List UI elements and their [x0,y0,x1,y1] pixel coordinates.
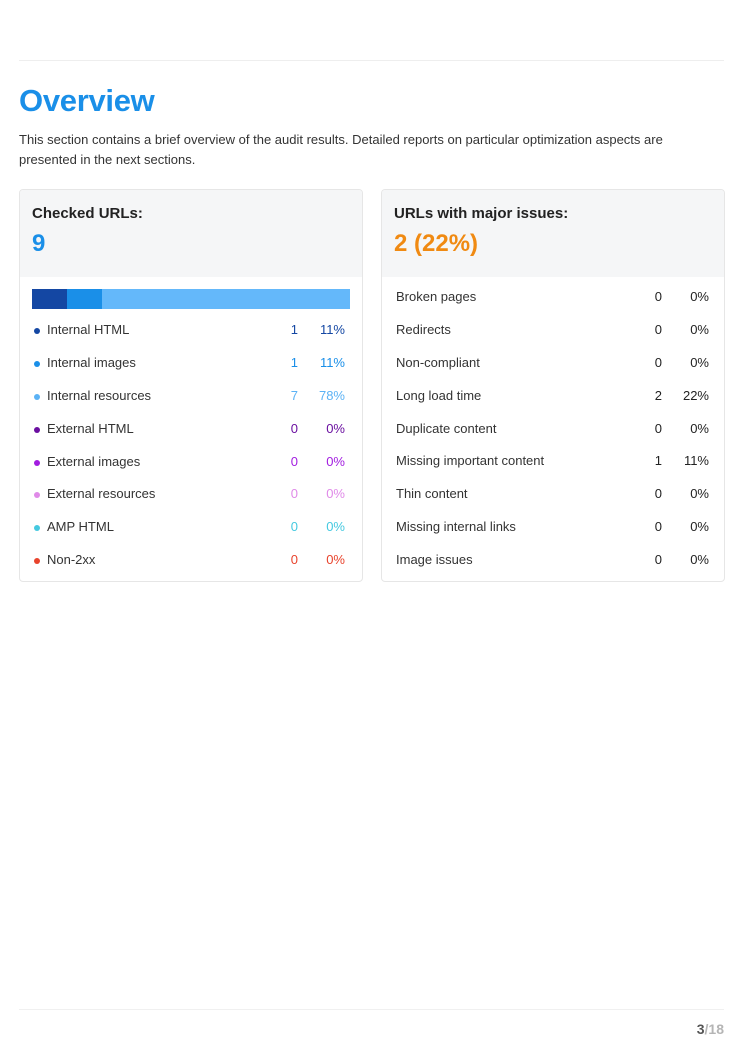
url-type-count: 0 [291,446,298,479]
url-type-row: External resources 0 0% [20,478,362,511]
url-type-percent: 0% [326,413,345,446]
checked-urls-header: Checked URLs: 9 [20,190,362,277]
issue-label: Non-compliant [396,347,480,380]
url-type-list: Internal HTML 1 11% Internal images 1 11% Inte… [20,314,362,577]
legend-dot-icon [34,460,40,466]
bottom-divider [19,1009,724,1010]
url-type-label: External resources [47,478,155,511]
url-type-row: Non-2xx 0 0% [20,544,362,577]
url-type-percent: 0% [326,511,345,544]
url-type-row: AMP HTML 0 0% [20,511,362,544]
issue-row: Redirects 0 0% [382,314,724,347]
issue-percent: 0% [690,478,709,511]
legend-dot-icon [34,361,40,367]
issue-label: Broken pages [396,281,476,314]
major-issues-card: URLs with major issues: 2 (22%) Broken p… [381,189,725,582]
url-type-percent: 11% [320,347,345,380]
url-type-stacked-bar [32,289,350,309]
issue-row: Broken pages 0 0% [382,281,724,314]
issue-label: Duplicate content [396,413,496,446]
issue-percent: 11% [684,445,709,478]
url-type-count: 0 [291,413,298,446]
major-issues-label: URLs with major issues: [394,204,712,224]
url-type-label: Non-2xx [47,544,95,577]
issue-row: Missing important content 1 11% [382,445,724,478]
issue-label: Image issues [396,544,473,577]
url-type-count: 7 [291,380,298,413]
issue-percent: 0% [690,413,709,446]
issue-row: Missing internal links 0 0% [382,511,724,544]
issue-row: Long load time 2 22% [382,380,724,413]
issue-label: Missing important content [396,445,544,478]
issue-count: 0 [655,347,662,380]
url-type-count: 0 [291,478,298,511]
stacked-bar-segment [102,289,350,309]
url-type-count: 1 [291,314,298,347]
issue-row: Non-compliant 0 0% [382,347,724,380]
url-type-row: External images 0 0% [20,446,362,479]
issue-percent: 22% [683,380,709,413]
issue-percent: 0% [690,281,709,314]
issue-count: 0 [655,511,662,544]
issue-label: Thin content [396,478,468,511]
checked-urls-value: 9 [32,229,350,259]
checked-urls-label: Checked URLs: [32,204,350,224]
issue-count: 0 [655,544,662,577]
url-type-count: 0 [291,544,298,577]
page-number: 3/18 [697,1021,724,1037]
intro-text: This section contains a brief overview o… [19,130,719,169]
url-type-label: Internal HTML [47,314,129,347]
issue-count: 0 [655,281,662,314]
issue-percent: 0% [690,511,709,544]
url-type-label: Internal resources [47,380,151,413]
major-issues-value: 2 (22%) [394,229,712,259]
url-type-percent: 78% [319,380,345,413]
url-type-row: Internal images 1 11% [20,347,362,380]
issue-row: Thin content 0 0% [382,478,724,511]
url-type-percent: 11% [320,314,345,347]
major-issues-header: URLs with major issues: 2 (22%) [382,190,724,277]
issue-count: 0 [655,314,662,347]
page-current: 3 [697,1021,705,1037]
top-divider [19,60,724,61]
page-total: /18 [705,1021,724,1037]
issue-count: 2 [655,380,662,413]
legend-dot-icon [34,394,40,400]
issue-count: 1 [655,445,662,478]
url-type-count: 1 [291,347,298,380]
url-type-row: Internal HTML 1 11% [20,314,362,347]
stacked-bar-segment [32,289,67,309]
checked-urls-card: Checked URLs: 9 Internal HTML 1 11% Interna… [19,189,363,582]
issue-percent: 0% [690,544,709,577]
issue-count: 0 [655,478,662,511]
url-type-percent: 0% [326,446,345,479]
issue-list: Broken pages 0 0% Redirects 0 0% Non-compliant… [382,281,724,577]
issue-label: Redirects [396,314,451,347]
url-type-label: AMP HTML [47,511,114,544]
url-type-label: External HTML [47,413,134,446]
legend-dot-icon [34,525,40,531]
page-title: Overview [19,82,154,120]
issue-percent: 0% [690,347,709,380]
url-type-count: 0 [291,511,298,544]
url-type-row: Internal resources 7 78% [20,380,362,413]
url-type-row: External HTML 0 0% [20,413,362,446]
url-type-percent: 0% [326,544,345,577]
legend-dot-icon [34,328,40,334]
url-type-label: Internal images [47,347,136,380]
legend-dot-icon [34,558,40,564]
url-type-percent: 0% [326,478,345,511]
legend-dot-icon [34,492,40,498]
url-type-label: External images [47,446,140,479]
issue-row: Image issues 0 0% [382,544,724,577]
issue-count: 0 [655,413,662,446]
issue-label: Long load time [396,380,481,413]
issue-label: Missing internal links [396,511,516,544]
legend-dot-icon [34,427,40,433]
stacked-bar-segment [67,289,102,309]
issue-row: Duplicate content 0 0% [382,413,724,446]
issue-percent: 0% [690,314,709,347]
